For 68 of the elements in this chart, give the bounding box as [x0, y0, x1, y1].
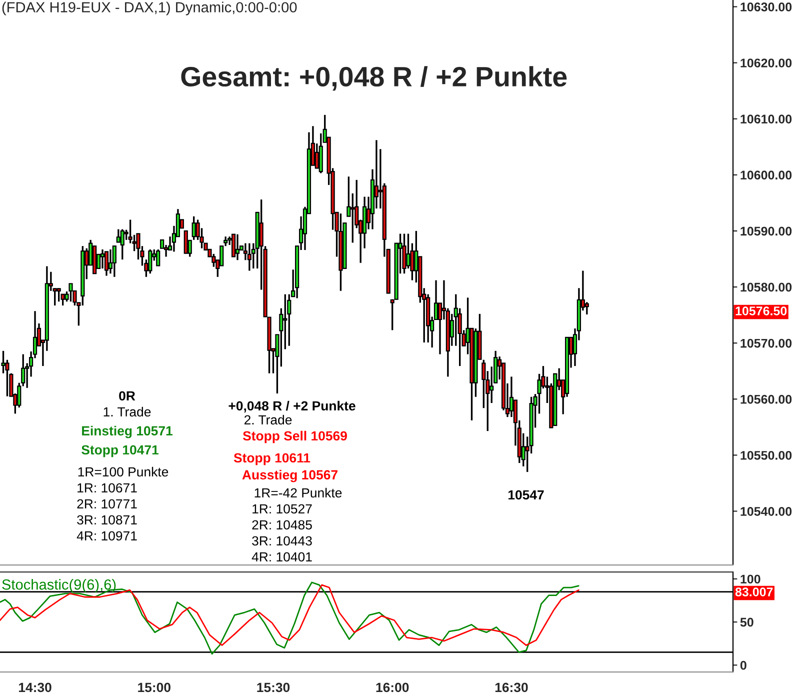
annotation: 1R=-42 Punkte	[254, 488, 342, 498]
annotation: 3R: 10871	[77, 515, 137, 525]
annotation: 4R: 10971	[76, 531, 137, 541]
candlestick	[212, 253, 216, 268]
y-tick-label: 50	[740, 618, 754, 627]
candlestick	[314, 142, 319, 169]
candlestick	[406, 232, 410, 270]
y-tick-label: 100	[740, 574, 760, 584]
candlestick	[68, 282, 73, 302]
annotation: Stopp 10471	[82, 445, 158, 458]
annotation: 2. Trade	[244, 414, 292, 425]
annotation: 1R: 10671	[78, 483, 137, 493]
text: 10576.50	[736, 306, 787, 316]
annotation: Einstieg 10571	[82, 426, 172, 438]
candlestick	[156, 248, 160, 267]
candlestick	[1, 350, 6, 374]
y-tick-label: 10600.00	[740, 170, 792, 180]
candlestick	[235, 233, 240, 261]
y-tick-label: 10570.00	[740, 338, 792, 348]
annotation: +0,048 R / +2 Punkte	[228, 400, 356, 412]
candlestick	[584, 301, 589, 316]
y-tick-label: 10540.00	[740, 506, 792, 516]
candlestick	[100, 248, 105, 270]
x-tick-label: 15:00	[138, 682, 170, 692]
candlestick	[120, 228, 124, 260]
y-tick-label: 10580.00	[740, 282, 792, 292]
text: 83.007	[735, 588, 773, 596]
annotation: 1. Trade	[104, 406, 151, 417]
candlestick	[60, 293, 65, 306]
y-tick-label: 0	[740, 660, 746, 670]
annotation: 1R=100 Punkte	[78, 466, 168, 477]
annotation: 4R: 10401	[252, 552, 312, 562]
x-tick-label: 14:30	[18, 682, 52, 692]
annotation: 2R: 10771	[77, 499, 137, 509]
x-tick-label: 15:30	[257, 682, 290, 692]
annotation: 1R: 10527	[252, 504, 312, 514]
candlestick	[350, 192, 355, 244]
candlestick	[184, 230, 188, 254]
candlestick	[247, 242, 252, 272]
candlestick	[108, 248, 113, 274]
text: Gesamt: +0,048 R / +2 Punkte	[181, 66, 567, 91]
y-tick-label: 10590.00	[740, 226, 792, 236]
chart-title: Stochastic(9(6),6)	[2, 579, 116, 593]
annotation: 10547	[508, 490, 544, 500]
annotation: 0R	[119, 391, 136, 401]
y-tick-label: 10620.00	[740, 58, 792, 68]
annotation: 2R: 10485	[252, 520, 312, 530]
annotation: 3R: 10443	[252, 536, 312, 546]
candlestick	[56, 287, 61, 302]
annotation: Stopp 10611	[234, 453, 310, 466]
annotation: Ausstieg 10567	[242, 470, 338, 482]
annotation: Stopp Sell 10569	[242, 430, 347, 444]
candlestick	[112, 245, 116, 278]
candlestick	[231, 234, 236, 258]
y-tick-label: 10550.00	[740, 450, 792, 460]
candlestick	[64, 290, 69, 302]
x-tick-label: 16:30	[495, 682, 528, 692]
y-tick-label: 10630.00	[740, 2, 792, 12]
candlestick	[402, 232, 406, 274]
chart-title: (FDAX H19-EUX - DAX,1) Dynamic,0:00-0:00	[2, 2, 297, 16]
y-tick-label: 10610.00	[740, 114, 792, 124]
x-tick-label: 16:00	[376, 682, 409, 692]
candlestick	[283, 293, 288, 350]
y-tick-label: 10560.00	[740, 394, 792, 404]
candlestick	[287, 293, 292, 347]
candlestick	[116, 228, 120, 243]
candlestick	[148, 248, 152, 274]
candlestick	[104, 250, 109, 277]
